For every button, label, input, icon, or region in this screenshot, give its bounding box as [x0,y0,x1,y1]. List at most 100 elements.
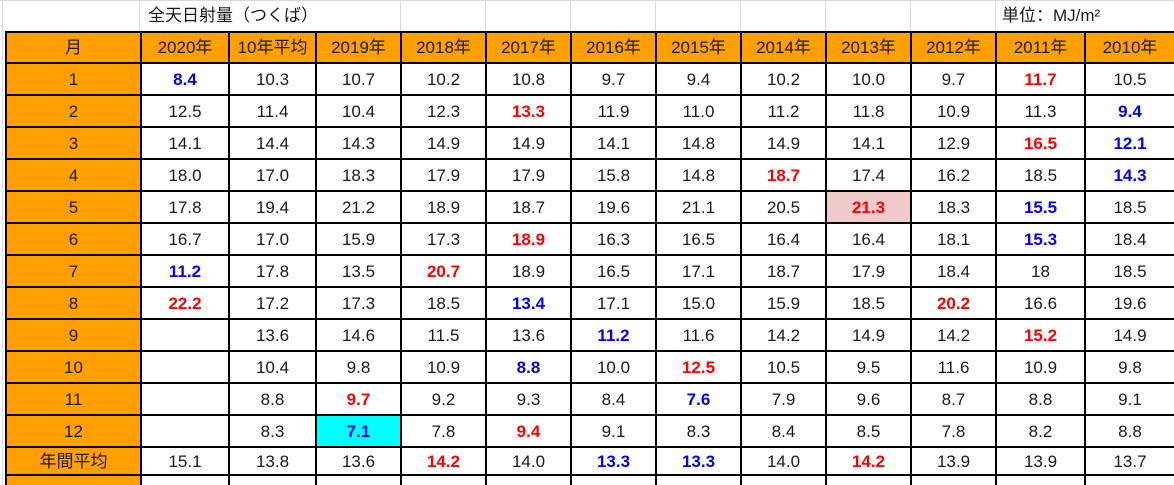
value-cell[interactable]: 16.4 [825,222,912,256]
column-header[interactable]: 2017年 [485,31,572,64]
value-cell[interactable]: 10.8 [485,62,572,96]
value-cell[interactable]: 22.2 [140,286,230,320]
value-cell[interactable]: 17.4 [825,158,912,192]
value-cell[interactable]: 9.1 [1084,382,1174,416]
value-cell[interactable]: 18.3 [910,190,997,224]
value-cell[interactable]: 17.8 [228,254,317,288]
value-cell[interactable]: 17.2 [228,286,317,320]
value-cell[interactable]: 18.7 [740,254,827,288]
value-cell[interactable]: 16.6 [995,286,1086,320]
value-cell[interactable]: 9.1 [570,414,657,448]
value-cell[interactable]: 14.3 [1084,158,1174,192]
value-cell[interactable]: 17.0 [228,158,317,192]
value-cell[interactable]: 20.2 [910,286,997,320]
value-cell[interactable]: 18.5 [995,158,1086,192]
value-cell[interactable]: 9.7 [315,382,402,416]
value-cell[interactable]: 16.5 [655,222,742,256]
value-cell[interactable]: 15.5 [995,190,1086,224]
value-cell[interactable]: 15.0 [655,286,742,320]
value-cell[interactable]: 8.3 [655,414,742,448]
value-cell[interactable]: 18.5 [1084,254,1174,288]
row-label-cell[interactable]: 4 [5,158,142,192]
value-cell[interactable]: 14.2 [910,318,997,352]
value-cell[interactable]: 7.6 [655,382,742,416]
row-label-cell[interactable]: 1 [5,62,142,96]
row-label-cell[interactable]: 6 [5,222,142,256]
value-cell[interactable]: 8.7 [910,382,997,416]
column-header[interactable]: 2018年 [400,31,487,64]
value-cell[interactable]: 13.8 [228,446,317,476]
value-cell[interactable]: 17.0 [228,222,317,256]
value-cell[interactable]: 18.9 [485,254,572,288]
column-header[interactable]: 2010年 [1084,31,1174,64]
value-cell[interactable]: 11.6 [655,318,742,352]
value-cell[interactable]: 8.3 [228,414,317,448]
value-cell[interactable]: 18.5 [1084,190,1174,224]
value-cell[interactable]: 14.4 [228,126,317,160]
value-cell[interactable]: 11.2 [740,94,827,128]
value-cell[interactable]: 20.5 [740,190,827,224]
value-cell[interactable]: 10.3 [228,62,317,96]
value-cell[interactable]: 13.5 [315,254,402,288]
value-cell[interactable]: 14.9 [1084,318,1174,352]
value-cell[interactable]: 13.9 [995,446,1086,476]
value-cell[interactable]: 7.1 [315,414,402,448]
column-header[interactable]: 2012年 [910,31,997,64]
value-cell[interactable]: 18.4 [1084,222,1174,256]
value-cell[interactable] [140,350,230,384]
value-cell[interactable]: 13.6 [485,318,572,352]
value-cell[interactable]: 17.1 [570,286,657,320]
value-cell[interactable]: 9.2 [400,382,487,416]
value-cell[interactable]: 9.4 [485,414,572,448]
value-cell[interactable]: 13.4 [485,286,572,320]
value-cell[interactable] [140,382,230,416]
value-cell[interactable]: 11.0 [655,94,742,128]
value-cell[interactable]: 17.8 [140,190,230,224]
value-cell[interactable]: 16.5 [995,126,1086,160]
value-cell[interactable]: 7.8 [910,414,997,448]
value-cell[interactable]: 14.8 [655,158,742,192]
value-cell[interactable]: 10.4 [228,350,317,384]
value-cell[interactable]: 19.6 [1084,286,1174,320]
value-cell[interactable]: 14.1 [140,126,230,160]
value-cell[interactable]: 14.1 [825,126,912,160]
value-cell[interactable]: 14.0 [485,446,572,476]
value-cell[interactable]: 14.2 [825,446,912,476]
value-cell[interactable] [140,318,230,352]
value-cell[interactable]: 17.3 [400,222,487,256]
value-cell[interactable]: 19.4 [228,190,317,224]
value-cell[interactable]: 17.1 [655,254,742,288]
value-cell[interactable]: 8.2 [995,414,1086,448]
value-cell[interactable]: 10.0 [825,62,912,96]
column-header[interactable]: 2016年 [570,31,657,64]
value-cell[interactable]: 10.9 [995,350,1086,384]
row-label-cell[interactable]: 10 [5,350,142,384]
value-cell[interactable]: 14.8 [655,126,742,160]
value-cell[interactable]: 11.2 [140,254,230,288]
value-cell[interactable]: 11.3 [995,94,1086,128]
value-cell[interactable]: 9.8 [315,350,402,384]
value-cell[interactable]: 12.5 [655,350,742,384]
value-cell[interactable]: 10.5 [1084,62,1174,96]
value-cell[interactable]: 9.5 [825,350,912,384]
column-header[interactable]: 2020年 [140,31,230,64]
value-cell[interactable]: 18.7 [740,158,827,192]
value-cell[interactable]: 9.7 [570,62,657,96]
value-cell[interactable]: 14.2 [740,318,827,352]
value-cell[interactable]: 8.4 [140,62,230,96]
value-cell[interactable]: 13.7 [1084,446,1174,476]
value-cell[interactable]: 15.9 [740,286,827,320]
value-cell[interactable]: 19.6 [570,190,657,224]
value-cell[interactable]: 14.9 [740,126,827,160]
column-header[interactable]: 10年平均 [228,31,317,64]
value-cell[interactable]: 9.7 [910,62,997,96]
value-cell[interactable]: 11.4 [228,94,317,128]
row-label-cell[interactable]: 11 [5,382,142,416]
value-cell[interactable]: 16.3 [570,222,657,256]
value-cell[interactable]: 21.3 [825,190,912,224]
value-cell[interactable]: 10.2 [740,62,827,96]
column-header[interactable]: 2013年 [825,31,912,64]
value-cell[interactable]: 8.4 [570,382,657,416]
value-cell[interactable]: 14.2 [400,446,487,476]
value-cell[interactable]: 11.2 [570,318,657,352]
